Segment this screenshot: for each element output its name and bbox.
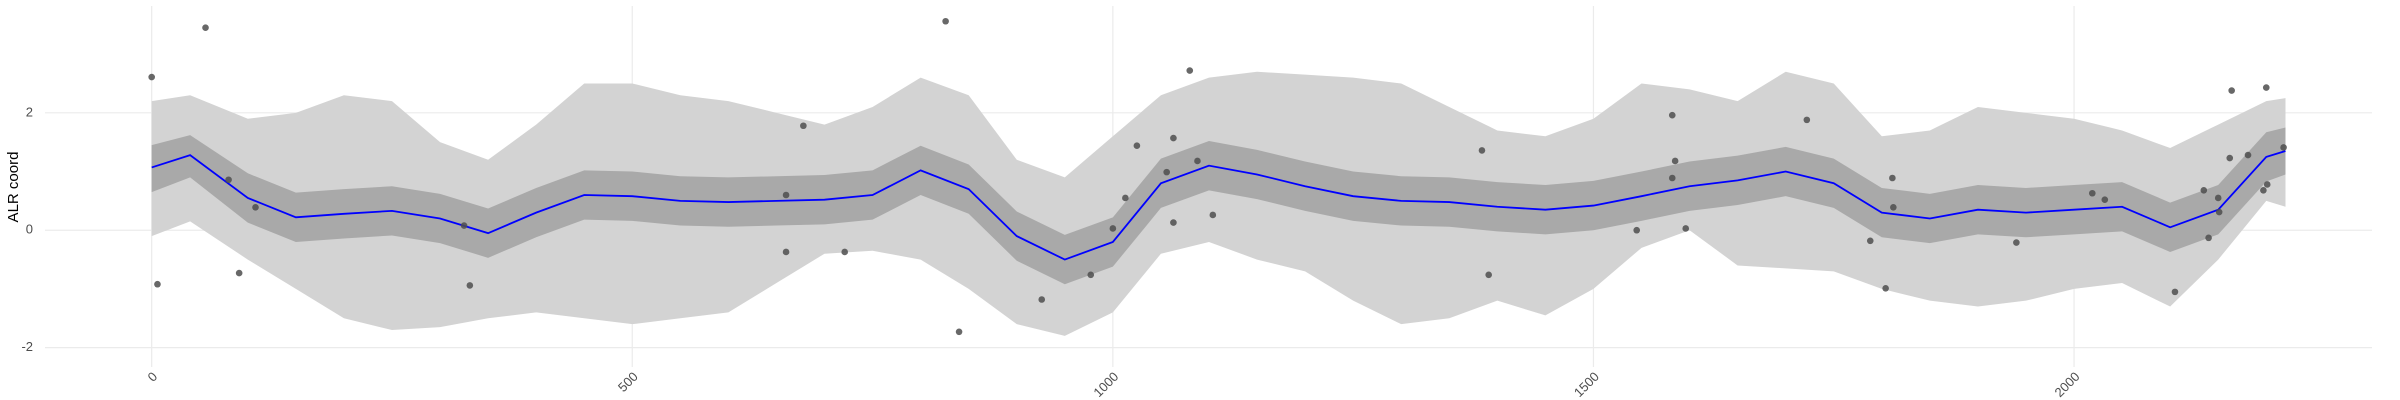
point bbox=[1038, 296, 1046, 303]
point bbox=[1163, 168, 1170, 176]
point bbox=[1866, 237, 1874, 245]
point bbox=[1194, 157, 1201, 165]
point bbox=[2214, 194, 2222, 202]
point bbox=[1087, 271, 1095, 279]
point bbox=[1485, 271, 1492, 279]
point bbox=[1668, 111, 1676, 119]
point bbox=[2226, 154, 2234, 162]
point bbox=[1170, 219, 1177, 226]
point bbox=[2228, 87, 2235, 94]
point bbox=[1186, 67, 1194, 74]
point bbox=[841, 248, 848, 256]
point bbox=[2280, 144, 2287, 151]
point bbox=[800, 122, 807, 130]
point bbox=[1109, 225, 1117, 232]
point bbox=[225, 176, 232, 184]
point bbox=[466, 282, 474, 289]
point bbox=[1803, 116, 1811, 124]
point bbox=[1668, 174, 1676, 182]
point bbox=[2171, 288, 2179, 296]
point bbox=[955, 328, 963, 336]
point bbox=[2244, 151, 2252, 159]
y-tick-label: 0 bbox=[26, 222, 33, 237]
point bbox=[2205, 234, 2212, 242]
point bbox=[2013, 239, 2020, 246]
point bbox=[154, 280, 161, 288]
point bbox=[1633, 226, 1641, 234]
point bbox=[2088, 189, 2096, 197]
point bbox=[2260, 187, 2267, 194]
point bbox=[2215, 208, 2223, 216]
point bbox=[252, 204, 259, 211]
point bbox=[782, 248, 790, 256]
point bbox=[942, 17, 949, 25]
point bbox=[2263, 181, 2271, 188]
point bbox=[1133, 142, 1141, 150]
confidence-band bbox=[151, 127, 2286, 285]
point bbox=[2262, 84, 2270, 91]
point bbox=[1890, 204, 1897, 211]
point bbox=[1682, 225, 1690, 232]
confidence-band bbox=[151, 71, 2286, 336]
point bbox=[1882, 285, 1889, 292]
point bbox=[235, 269, 243, 277]
point bbox=[148, 73, 155, 81]
x-tick-label: 0 bbox=[145, 369, 161, 385]
point bbox=[460, 222, 468, 229]
point bbox=[1209, 211, 1217, 219]
point bbox=[782, 191, 790, 199]
point bbox=[1122, 194, 1129, 202]
point bbox=[2101, 196, 2109, 204]
point bbox=[1889, 174, 1896, 182]
x-tick-label: 2000 bbox=[2052, 369, 2083, 400]
smooth-line bbox=[151, 150, 2286, 261]
x-tick-label: 1500 bbox=[1571, 369, 1602, 400]
point bbox=[2200, 187, 2208, 194]
point bbox=[202, 24, 209, 32]
point bbox=[1478, 147, 1486, 154]
y-axis-label: ALR coord bbox=[5, 152, 22, 223]
y-tick-label: -2 bbox=[21, 339, 33, 354]
x-tick-label: 1000 bbox=[1090, 369, 1121, 400]
x-tick-label: 500 bbox=[615, 369, 641, 395]
y-tick-label: 2 bbox=[26, 104, 33, 119]
point bbox=[1170, 134, 1177, 142]
point bbox=[1671, 157, 1679, 165]
